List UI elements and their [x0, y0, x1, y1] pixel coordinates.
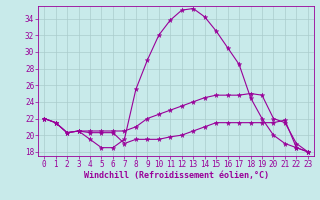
- X-axis label: Windchill (Refroidissement éolien,°C): Windchill (Refroidissement éolien,°C): [84, 171, 268, 180]
